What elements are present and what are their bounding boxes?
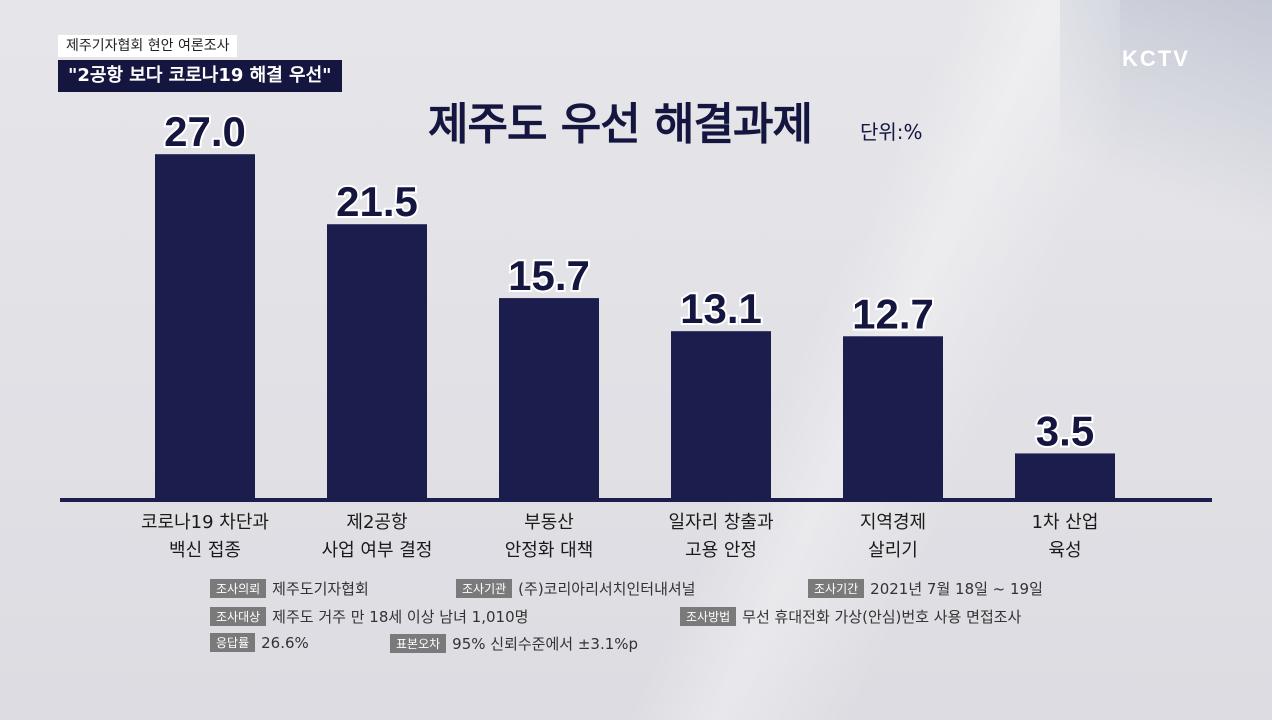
caption-headline: "2공항 보다 코로나19 해결 우선" [58,60,342,92]
background-accent [1060,0,1272,260]
bar-5 [1015,453,1115,498]
survey-method-tag: 조사방법 [680,607,737,626]
category-label-4-0: 지역경제 [860,512,926,533]
category-label-0-1: 백신 접종 [169,540,241,561]
kctv-logo: KCTV [1122,46,1190,71]
category-label-3-0: 일자리 창출과 [668,512,773,533]
bar-0 [155,154,255,498]
survey-response-value: 26.6% [261,634,309,652]
bar-value-label-5: 3.5 [1036,407,1094,454]
bar-value-label-3: 13.1 [680,285,762,332]
survey-method: 조사방법 무선 휴대전화 가상(안심)번호 사용 면접조사 [680,606,1021,627]
survey-error-tag: 표본오차 [390,634,447,653]
chart-unit: 단위:% [860,120,923,144]
bar-value-label-0: 27.0 [164,108,246,155]
survey-period-tag: 조사기간 [808,579,865,598]
survey-agency-value: (주)코리아리서치인터내셔널 [518,580,696,598]
chart-title: 제주도 우선 해결과제 [428,99,813,150]
survey-target-value: 제주도 거주 만 18세 이상 남녀 1,010명 [272,608,529,626]
survey-client-value: 제주도기자협회 [272,580,369,598]
background-highlight [560,0,1120,720]
survey-period-value: 2021년 7월 18일 ~ 19일 [870,580,1043,598]
bar-3 [671,331,771,498]
bar-2 [499,298,599,498]
bar-value-label-1: 21.5 [336,178,418,225]
survey-agency-tag: 조사기관 [456,579,513,598]
survey-target-tag: 조사대상 [210,607,267,626]
survey-target: 조사대상 제주도 거주 만 18세 이상 남녀 1,010명 [210,606,528,627]
survey-method-value: 무선 휴대전화 가상(안심)번호 사용 면접조사 [742,608,1022,626]
bar-4 [843,336,943,498]
category-label-4-1: 살리기 [868,540,918,561]
bar-value-label-4: 12.7 [852,290,934,337]
bar-1 [327,224,427,498]
survey-response-tag: 응답률 [210,633,256,652]
category-label-5-0: 1차 산업 [1032,512,1099,533]
survey-error: 표본오차 95% 신뢰수준에서 ±3.1%p [390,633,638,654]
bar-value-label-2: 15.7 [508,252,590,299]
category-label-5-1: 육성 [1048,540,1081,561]
category-label-3-1: 고용 안정 [685,540,757,561]
category-label-0-0: 코로나19 차단과 [141,512,269,533]
category-label-1-0: 제2공항 [346,512,407,533]
survey-client-tag: 조사의뢰 [210,579,267,598]
caption-subtitle: 제주기자협회 현안 여론조사 [58,35,238,57]
survey-agency: 조사기관 (주)코리아리서치인터내셔널 [456,578,695,599]
category-label-2-0: 부동산 [524,512,574,533]
survey-response: 응답률 26.6% [210,633,309,652]
survey-client: 조사의뢰 제주도기자협회 [210,578,369,599]
category-label-1-1: 사업 여부 결정 [322,540,433,561]
survey-error-value: 95% 신뢰수준에서 ±3.1%p [452,635,639,653]
category-label-2-1: 안정화 대책 [505,540,594,561]
survey-period: 조사기간 2021년 7월 18일 ~ 19일 [808,578,1043,599]
